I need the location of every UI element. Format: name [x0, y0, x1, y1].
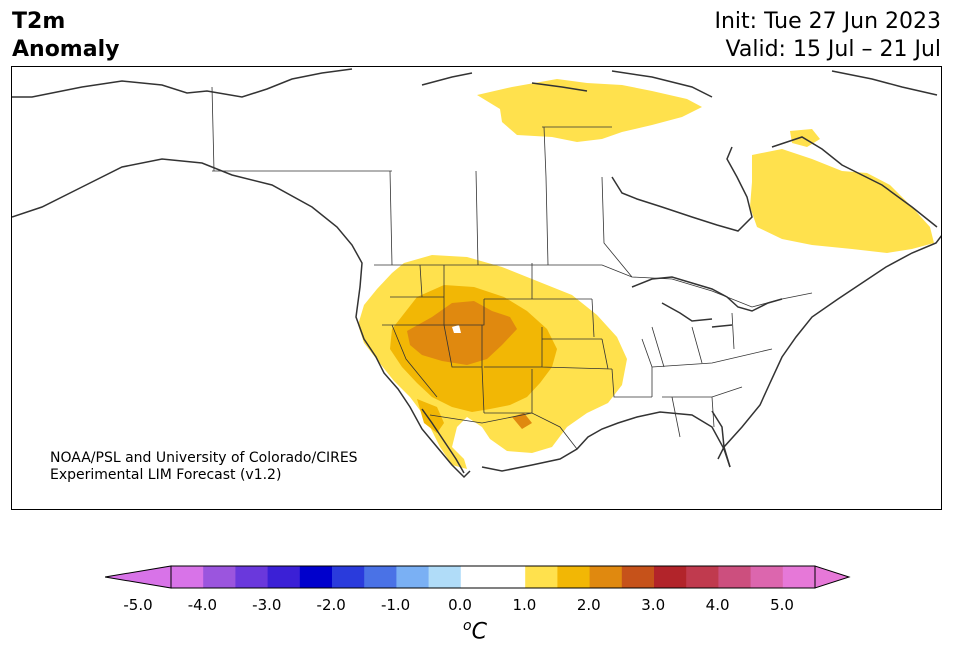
colorbar-frame: [170, 565, 816, 589]
colorbar-segment: [493, 566, 526, 588]
colorbar-svg: [104, 565, 851, 589]
us-states: [382, 263, 773, 438]
init-date: Init: Tue 27 Jun 2023: [714, 9, 942, 34]
unit-letter: C: [471, 619, 487, 645]
colorbar-unit: oC: [463, 618, 487, 644]
colorbar-segment: [686, 566, 719, 588]
colorbar-tick-label: 2.0: [576, 596, 601, 614]
anomaly-region-west-level3: [407, 301, 517, 365]
colorbar-segment: [654, 566, 687, 588]
mexico-gulf-coast: [481, 411, 731, 472]
anomaly-region-west-level3b: [512, 413, 532, 429]
colorbar-segment: [557, 566, 591, 588]
colorbar-tick-label: -3.0: [252, 596, 282, 614]
colorbar-segment: [718, 566, 752, 588]
hudson-bay: [611, 146, 753, 232]
colorbar-segment: [332, 566, 365, 588]
anomaly-region-quebec: [750, 149, 934, 253]
colorbar-ticks: -5.0 -4.0 -3.0 -2.0 -1.0 0.0 1.0 2.0 3.0 4.0 5.0: [0, 596, 953, 616]
anomaly-shading: [358, 79, 934, 469]
colorbar-tick-label: -1.0: [380, 596, 411, 614]
colorbar-segment: [171, 566, 204, 588]
colorbar-over-arrow: [814, 565, 851, 589]
colorbar-segment: [428, 566, 462, 588]
colorbar-tick-label: 3.0: [641, 596, 666, 614]
map-title: T2m Anomaly: [12, 8, 119, 64]
credit-line-1: NOAA/PSL and University of Colorado/CIRE…: [50, 450, 358, 466]
colorbar: [104, 565, 851, 593]
credit-text: NOAA/PSL and University of Colorado/CIRE…: [50, 450, 358, 484]
colorbar-tick-label: 1.0: [512, 596, 537, 614]
anomaly-hole: [452, 325, 461, 333]
forecast-dates: Init: Tue 27 Jun 2023 Valid: 15 Jul – 21…: [715, 8, 942, 64]
arctic-islands: [421, 70, 938, 98]
colorbar-segment: [460, 566, 494, 588]
map-svg: [12, 68, 941, 479]
colorbar-segment: [396, 566, 430, 588]
us-canada-border: [374, 264, 813, 308]
colorbar-segment: [267, 566, 301, 588]
colorbar-segment: [364, 566, 397, 588]
baja: [421, 408, 465, 474]
anomaly-region-arctic: [477, 79, 702, 142]
colorbar-segment: [235, 566, 269, 588]
colorbar-segment: [203, 566, 236, 588]
colorbar-segment: [750, 566, 784, 588]
colorbar-segment: [589, 566, 623, 588]
colorbar-segment: [782, 566, 816, 588]
colorbar-segment: [621, 566, 655, 588]
us-mexico-border: [429, 412, 578, 450]
map-panel: NOAA/PSL and University of Colorado/CIRE…: [11, 66, 942, 510]
canada-provinces: [211, 86, 633, 278]
labrador: [771, 136, 938, 228]
colorbar-tick-label: -4.0: [187, 596, 218, 614]
east-coast: [723, 235, 941, 468]
colorbar-segment: [299, 566, 333, 588]
colorbar-tick-label: 5.0: [770, 596, 794, 614]
great-lakes: [631, 276, 783, 328]
colorbar-segment: [525, 566, 558, 588]
west-coast: [12, 68, 471, 479]
title-line-2: Anomaly: [12, 37, 120, 62]
title-line-1: T2m: [12, 9, 66, 34]
colorbar-tick-label: -5.0: [123, 596, 153, 614]
borders: [211, 86, 813, 450]
colorbar-tick-label: -2.0: [316, 596, 346, 614]
anomaly-region-west-level2b: [417, 399, 444, 433]
colorbar-under-arrow: [104, 565, 172, 589]
florida: [711, 410, 725, 460]
credit-line-2: Experimental LIM Forecast (v1.2): [50, 467, 282, 483]
valid-range: Valid: 15 Jul – 21 Jul: [725, 37, 941, 62]
colorbar-tick-label: 0.0: [448, 596, 472, 614]
unit-degree: o: [463, 618, 472, 634]
coastlines: [12, 68, 941, 479]
colorbar-tick-label: 4.0: [705, 596, 730, 614]
